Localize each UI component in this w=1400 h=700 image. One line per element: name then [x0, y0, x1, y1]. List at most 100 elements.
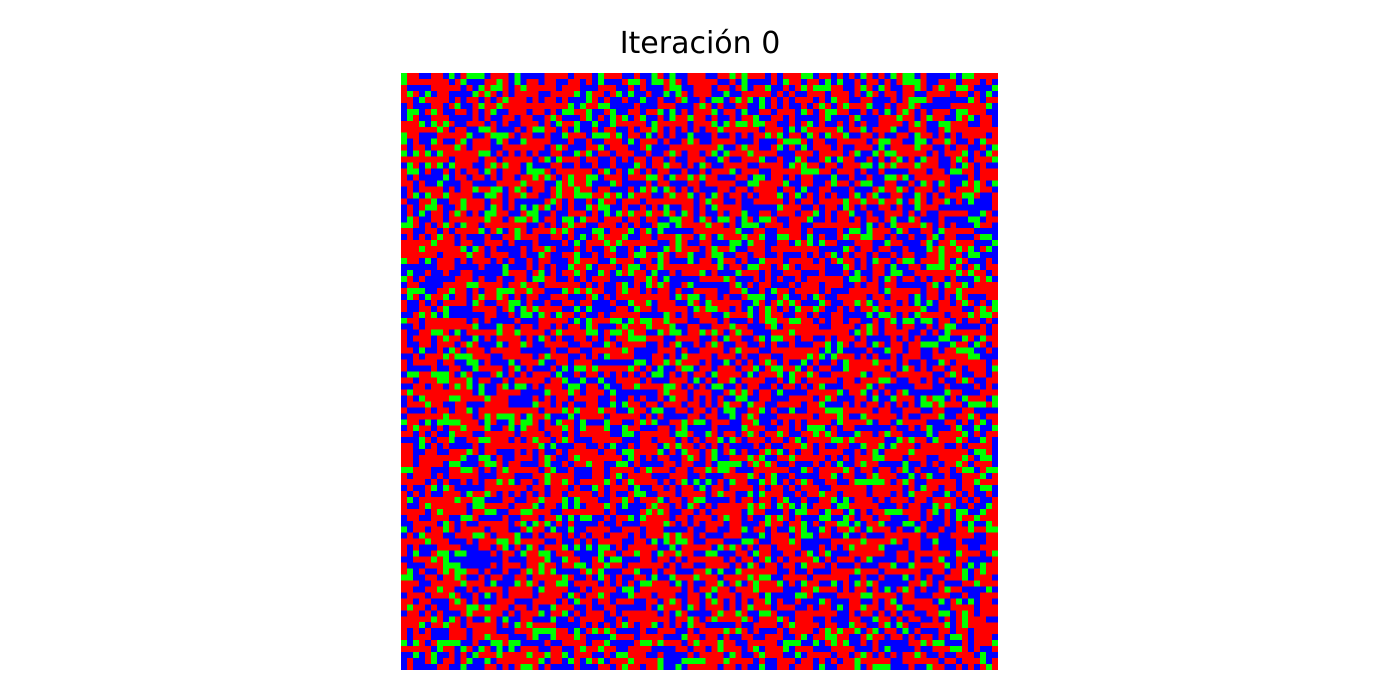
grid-cell [759, 347, 766, 354]
grid-cell [538, 407, 545, 414]
grid-cell [418, 544, 425, 551]
grid-cell [675, 228, 682, 235]
grid-cell [681, 180, 688, 187]
grid-cell [645, 628, 652, 635]
grid-cell [669, 556, 676, 563]
grid-cell [448, 407, 455, 414]
grid-cell [842, 598, 849, 605]
grid-cell [574, 532, 581, 539]
grid-cell [956, 114, 963, 121]
grid-cell [896, 407, 903, 414]
grid-cell [472, 604, 479, 611]
grid-cell [568, 526, 575, 533]
grid-cell [711, 210, 718, 217]
grid-cell [586, 377, 593, 384]
grid-cell [645, 461, 652, 468]
grid-cell [424, 204, 431, 211]
grid-cell [598, 496, 604, 503]
grid-cell [615, 84, 622, 91]
grid-cell [980, 407, 987, 414]
grid-cell [962, 520, 969, 527]
grid-cell [824, 431, 831, 438]
grid-cell [574, 311, 581, 318]
grid-cell [520, 126, 527, 133]
grid-cell [902, 467, 909, 474]
grid-cell [735, 156, 742, 163]
grid-cell [430, 281, 437, 288]
grid-cell [836, 472, 843, 479]
grid-cell [789, 389, 796, 396]
grid-cell [986, 162, 993, 169]
grid-cell [424, 90, 431, 97]
grid-cell [663, 174, 670, 181]
grid-cell [944, 562, 951, 569]
grid-cell [980, 508, 987, 515]
grid-cell [986, 150, 993, 157]
grid-cell [657, 216, 664, 223]
grid-cell [836, 383, 843, 390]
grid-cell [860, 472, 867, 479]
grid-cell [938, 484, 945, 491]
grid-cell [920, 574, 927, 581]
grid-cell [526, 652, 533, 659]
grid-cell [836, 347, 843, 354]
grid-cell [466, 377, 473, 384]
grid-cell [615, 78, 622, 85]
grid-cell [621, 126, 628, 133]
grid-cell [872, 180, 879, 187]
grid-cell [538, 234, 545, 241]
grid-cell [460, 461, 467, 468]
grid-cell [615, 478, 622, 485]
grid-cell [496, 580, 503, 587]
grid-cell [878, 532, 885, 539]
grid-cell [586, 96, 593, 103]
grid-cell [496, 496, 503, 503]
grid-cell [896, 520, 903, 527]
grid-cell [657, 270, 664, 276]
grid-cell [753, 281, 760, 288]
grid-cell [657, 329, 664, 336]
grid-cell [574, 102, 581, 109]
grid-cell [860, 413, 867, 420]
grid-cell [490, 264, 497, 271]
grid-cell [866, 341, 873, 348]
grid-cell [818, 353, 825, 360]
grid-cell [574, 604, 581, 611]
grid-cell [926, 78, 933, 85]
grid-cell [735, 365, 742, 372]
grid-cell [520, 168, 527, 175]
grid-cell [603, 299, 610, 306]
grid-cell [550, 258, 557, 265]
grid-cell [836, 162, 843, 169]
grid-cell [866, 556, 873, 563]
grid-cell [938, 508, 945, 515]
grid-cell [830, 305, 837, 312]
grid-cell [633, 490, 640, 497]
grid-cell [824, 305, 831, 312]
grid-cell [848, 90, 855, 97]
grid-cell [466, 490, 473, 497]
grid-cell [568, 598, 575, 605]
grid-cell [795, 484, 802, 491]
grid-cell [908, 628, 915, 635]
grid-cell [663, 353, 670, 360]
grid-cell [412, 270, 419, 276]
grid-cell [609, 592, 616, 599]
grid-cell [430, 174, 437, 181]
grid-cell [723, 132, 730, 139]
grid-cell [753, 484, 760, 491]
grid-cell [621, 102, 628, 109]
grid-cell [568, 216, 575, 223]
grid-cell [717, 413, 724, 420]
grid-cell [615, 526, 622, 533]
grid-cell [836, 604, 843, 611]
grid-cell [633, 150, 640, 157]
grid-cell [992, 455, 998, 462]
grid-cell [681, 275, 688, 282]
grid-cell [496, 341, 503, 348]
grid-cell [777, 323, 784, 330]
grid-cell [693, 162, 700, 169]
grid-cell [454, 90, 461, 97]
grid-cell [866, 126, 873, 133]
grid-cell [729, 73, 736, 79]
